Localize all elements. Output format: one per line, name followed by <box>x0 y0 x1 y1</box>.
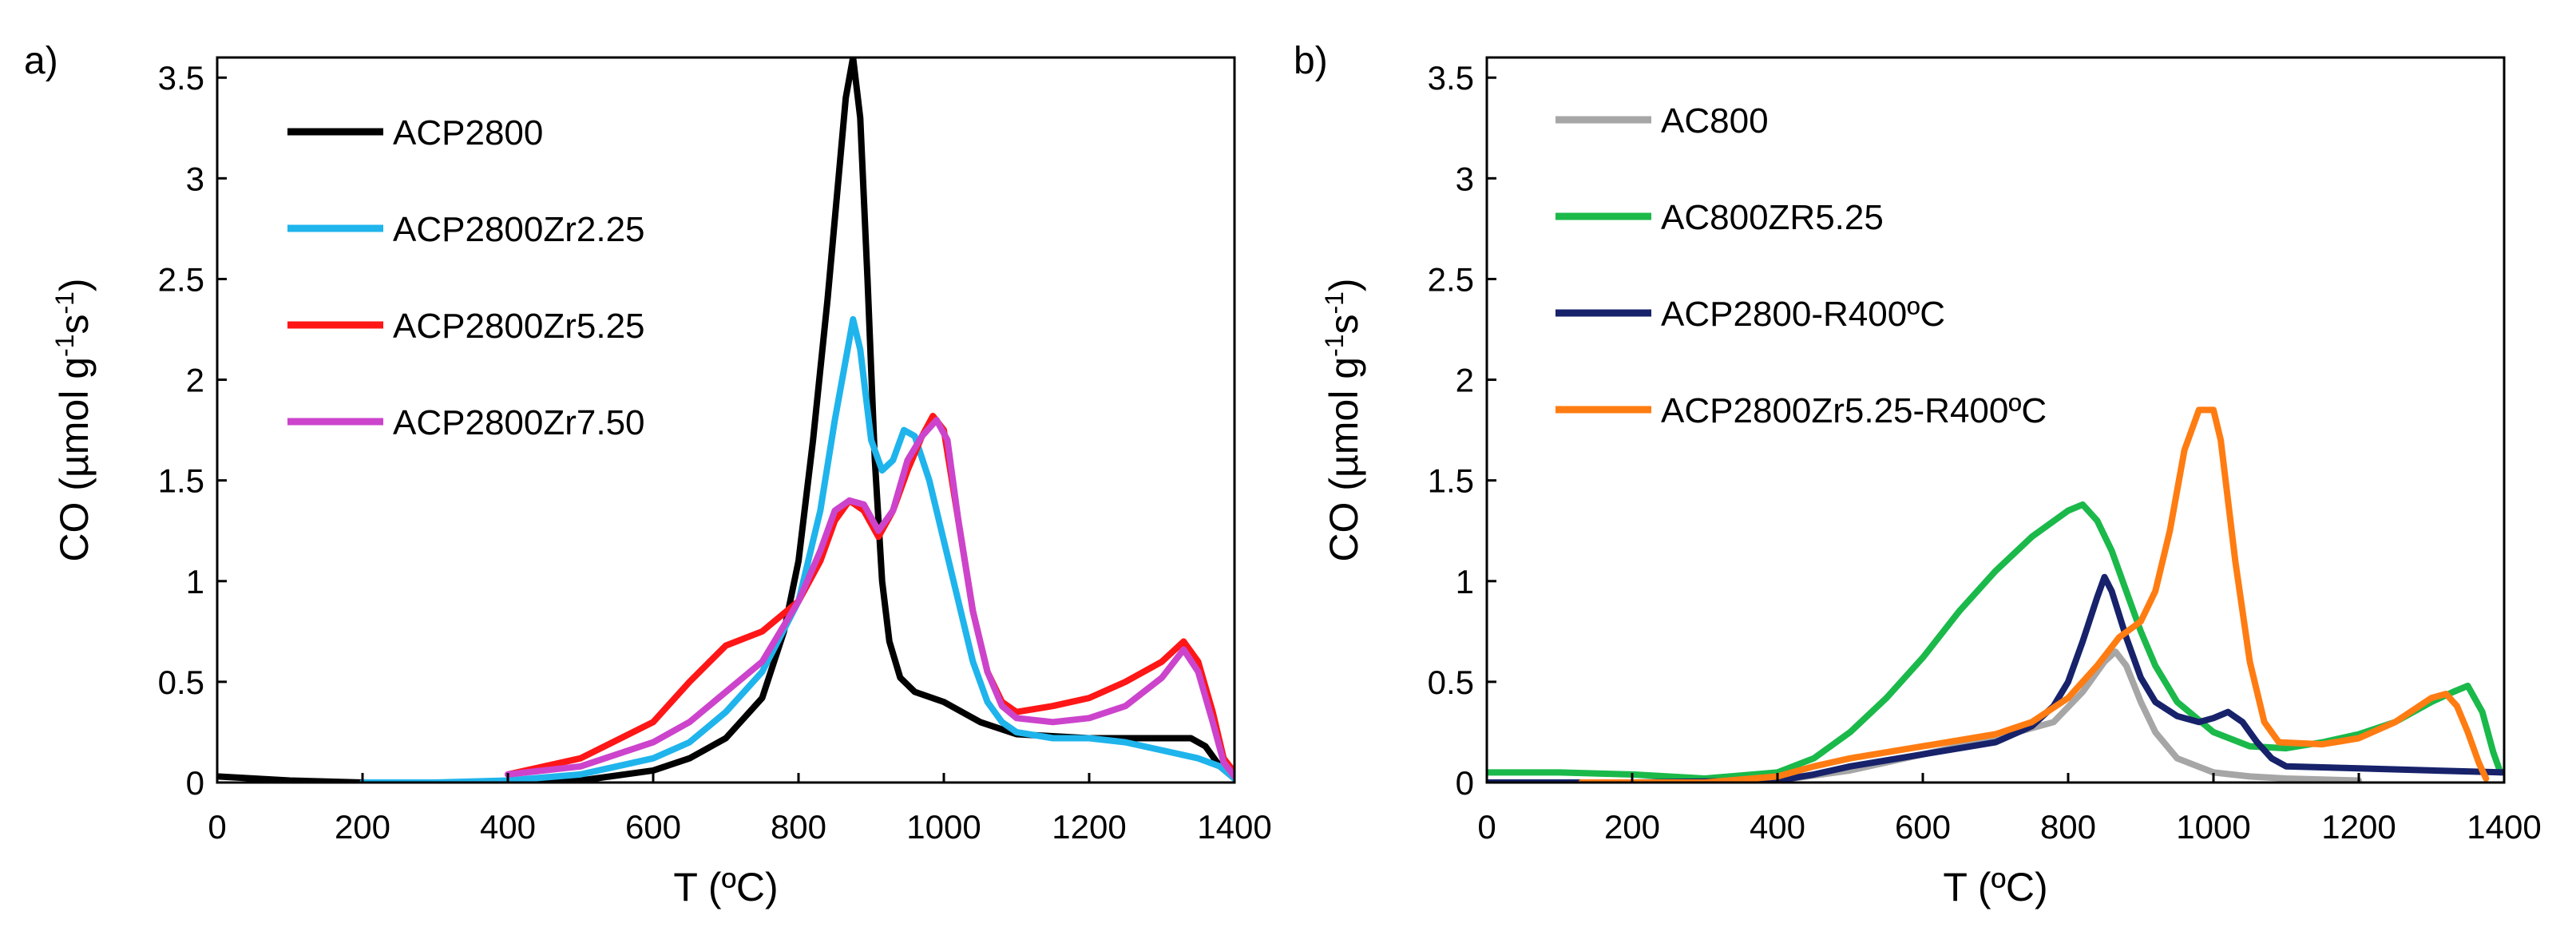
series-line-2 <box>1487 573 2504 783</box>
x-tick-label: 200 <box>335 808 390 846</box>
series-line-1 <box>359 315 1234 783</box>
legend-label: AC800 <box>1661 101 1769 141</box>
legend-label: AC800ZR5.25 <box>1661 198 1884 237</box>
y-tick-label: 2.5 <box>158 260 204 298</box>
y-tick-label: 1.5 <box>1428 462 1474 500</box>
y-tick-label: 3.5 <box>1428 59 1474 97</box>
plot-frame <box>1485 56 2506 784</box>
chart-panel-b: b) 0 200 400 600 800 1000 1200 1400 0 0.5 1 1.5 2 2.5 3… <box>1294 40 2542 909</box>
series-group <box>217 57 1234 783</box>
x-tick-label: 1000 <box>2176 808 2250 846</box>
x-tick-label: 1200 <box>2321 808 2396 846</box>
x-tick-label: 800 <box>2040 808 2096 846</box>
legend-label: ACP2800-R400ºC <box>1661 295 1945 334</box>
y-tick-label: 0.5 <box>158 664 204 701</box>
series-group <box>1487 406 2504 783</box>
y-tick-label: 2.5 <box>1428 260 1474 298</box>
y-tick-label: 1 <box>186 563 204 600</box>
y-axis-label: CO (µmol g-1s-1) <box>1320 278 1366 561</box>
x-axis-label: T (ºC) <box>1943 865 2047 909</box>
x-tick-label: 1200 <box>1052 808 1126 846</box>
y-tick-label: 0 <box>186 764 204 802</box>
y-axis-label: CO (µmol g-1s-1) <box>50 278 97 561</box>
x-tick-label: 1000 <box>906 808 981 846</box>
x-tick-label: 600 <box>1895 808 1951 846</box>
series-line-3 <box>505 417 1234 780</box>
x-tick-label: 1400 <box>1197 808 1271 846</box>
legend: ACP2800 ACP2800Zr2.25 ACP2800Zr5.25 ACP2800… <box>287 113 645 442</box>
x-tick-label: 400 <box>480 808 536 846</box>
x-tick-label: 400 <box>1750 808 1805 846</box>
x-tick-label: 0 <box>208 808 226 846</box>
series-line-3 <box>1578 406 2490 783</box>
legend-label: ACP2800Zr2.25 <box>393 210 645 249</box>
x-tick-label: 600 <box>625 808 681 846</box>
panel-label: a) <box>24 40 58 82</box>
legend: AC800 AC800ZR5.25 ACP2800-R400ºC ACP2800Zr5… <box>1556 101 2047 430</box>
legend-label: ACP2800 <box>393 113 543 153</box>
x-axis-label: T (ºC) <box>673 865 778 909</box>
y-tick-label: 2 <box>186 362 204 399</box>
y-tick-label: 0.5 <box>1428 664 1474 701</box>
panel-label: b) <box>1294 40 1328 82</box>
y-tick-label: 3 <box>1456 160 1474 197</box>
legend-label: ACP2800Zr7.50 <box>393 403 645 442</box>
chart-panel-a: a) 0 200 400 600 800 1000 1200 1400 0 0.5 1 1.5 2 2.5 3… <box>24 40 1272 909</box>
y-tick-label: 1 <box>1456 563 1474 600</box>
legend-label: ACP2800Zr5.25 <box>393 307 645 346</box>
x-tick-label: 200 <box>1604 808 1660 846</box>
y-tick-label: 2 <box>1456 362 1474 399</box>
y-tick-label: 3 <box>186 160 204 197</box>
y-tick-label: 0 <box>1456 764 1474 802</box>
x-tick-label: 800 <box>771 808 826 846</box>
x-tick-label: 0 <box>1477 808 1496 846</box>
plot-frame <box>216 56 1236 784</box>
x-tick-label: 1400 <box>2467 808 2541 846</box>
series-line-2 <box>505 413 1234 778</box>
y-tick-label: 1.5 <box>158 462 204 500</box>
legend-label: ACP2800Zr5.25-R400ºC <box>1661 391 2047 430</box>
y-tick-label: 3.5 <box>158 59 204 97</box>
